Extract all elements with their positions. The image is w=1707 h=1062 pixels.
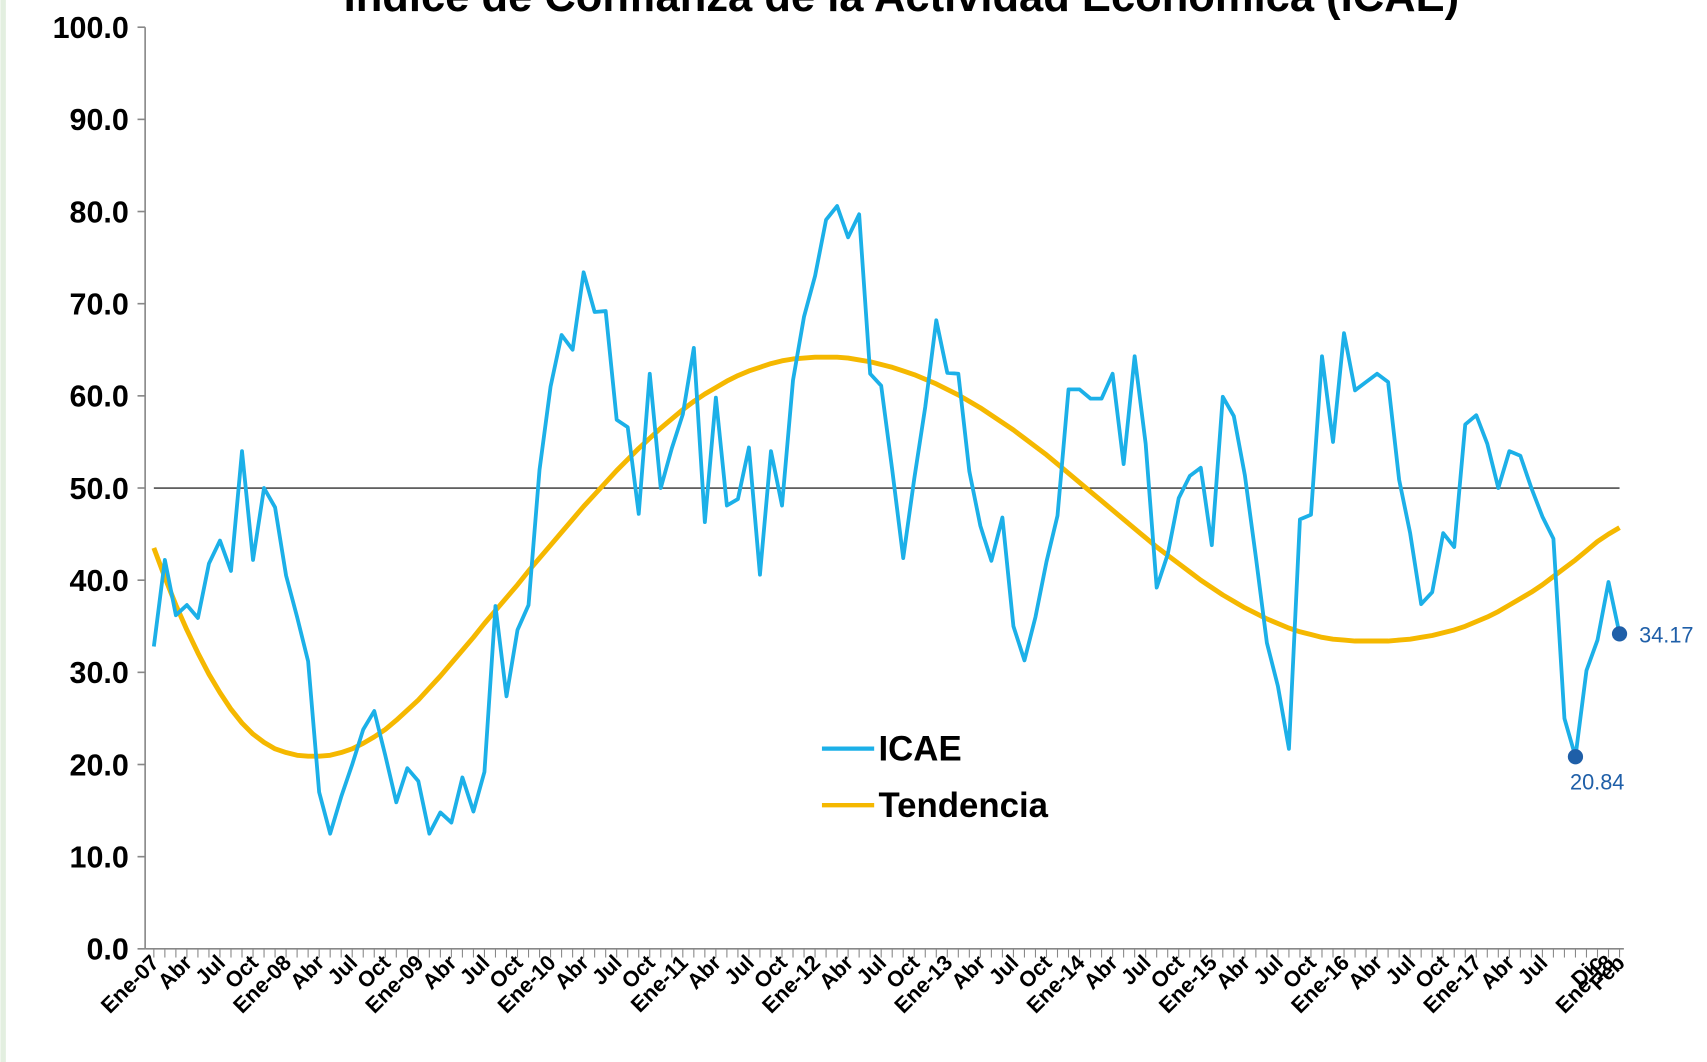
y-tick-label: 30.0 <box>70 656 129 690</box>
y-tick-label: 80.0 <box>70 195 129 229</box>
y-tick-label: 100.0 <box>53 11 129 45</box>
y-tick-label: 0.0 <box>86 933 128 967</box>
data-label: 34.17 <box>1639 623 1693 648</box>
data-label: 20.84 <box>1570 769 1624 794</box>
y-tick-label: 70.0 <box>70 288 129 322</box>
x-tick-label: Jul <box>1513 950 1553 990</box>
chart-title: Índice de Confianza de la Actividad Econ… <box>344 0 1460 21</box>
y-tick-label: 40.0 <box>70 564 129 598</box>
y-tick-label: 20.0 <box>70 748 129 782</box>
left-border <box>0 0 6 1062</box>
legend-label: Tendencia <box>879 786 1049 825</box>
y-tick-label: 60.0 <box>70 380 129 414</box>
y-tick-label: 90.0 <box>70 103 129 137</box>
point-marker <box>1567 749 1584 765</box>
point-marker <box>1611 626 1628 642</box>
series-line <box>151 204 1622 836</box>
series-line <box>151 354 1621 759</box>
y-tick-label: 10.0 <box>70 841 129 875</box>
legend-label: ICAE <box>879 730 962 769</box>
y-tick-label: 50.0 <box>70 472 129 506</box>
